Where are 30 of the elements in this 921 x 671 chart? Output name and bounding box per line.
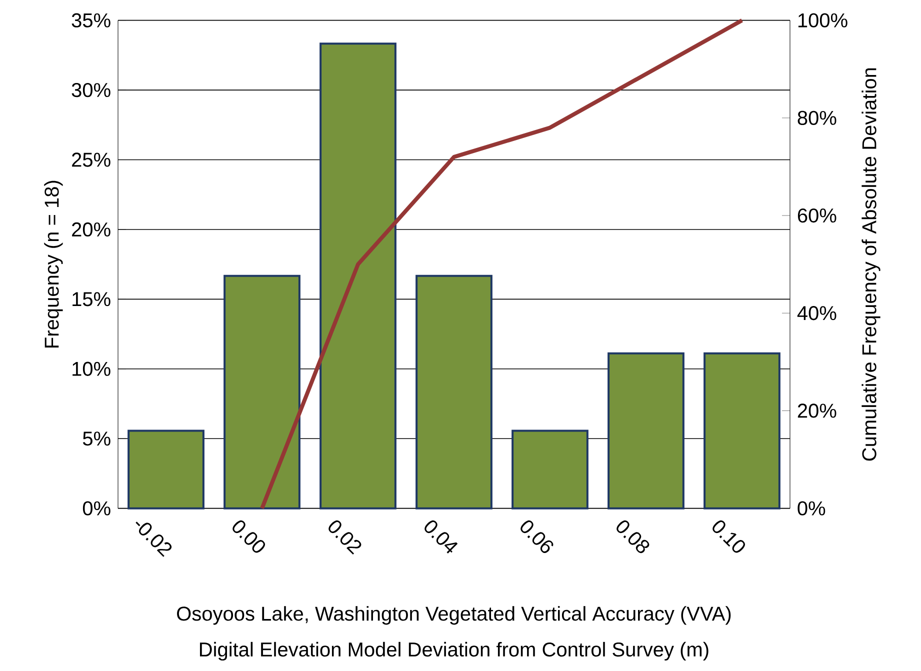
y2-tick-label: 40% [797, 306, 836, 320]
y2-axis-title: Cumulative Frequency of Absolute Deviation [862, 68, 880, 461]
y2-tick-label: 80% [798, 110, 836, 125]
y-axis-title: Frequency (n = 18) [44, 180, 63, 348]
y-tick-label: 30% [72, 82, 110, 98]
y-tick-label: 0% [82, 501, 110, 516]
bar [416, 274, 492, 510]
y-tick-label: 10% [72, 362, 110, 376]
y-tick-label: 20% [72, 222, 110, 237]
bar [128, 430, 204, 510]
y2-tick-label: 100% [798, 13, 848, 28]
bar [704, 352, 780, 510]
y2-tick-label: 60% [798, 208, 836, 223]
y-tick-label: 15% [72, 292, 110, 306]
y-tick-label: 35% [72, 13, 110, 28]
x-tick-label: 0.04 [424, 520, 458, 554]
bar [608, 352, 684, 510]
bar [320, 42, 396, 510]
bar [224, 274, 300, 510]
x-axis-title: Osoyoos Lake, Washington Vegetated Vertical Accuracy (VVA) [177, 606, 731, 625]
y-tick-label: 25% [72, 152, 110, 167]
bar [512, 430, 588, 510]
y2-tick-label: 0% [798, 501, 826, 516]
x-tick-label: 0.08 [616, 520, 650, 554]
text: Digital Elevation Model Deviation from Control Survey (m) [200, 642, 708, 661]
x-tick-label: 0.00 [232, 520, 266, 553]
x-tick-label: 0.06 [520, 520, 554, 554]
y2-tick-label: 20% [798, 404, 836, 418]
y-tick-label: 5% [82, 432, 110, 446]
x-tick-label: 0.10 [712, 520, 746, 553]
